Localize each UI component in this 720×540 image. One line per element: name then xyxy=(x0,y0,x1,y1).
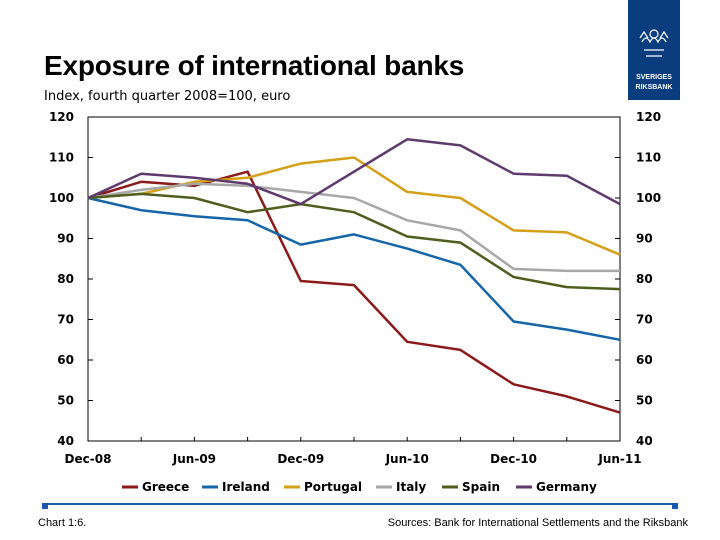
logo-line-2: RIKSBANK xyxy=(636,84,673,91)
x-tick-label: Dec-08 xyxy=(65,452,112,466)
y-tick-label-left: 40 xyxy=(57,434,74,448)
y-tick-label-left: 120 xyxy=(49,110,74,124)
plot-frame xyxy=(87,116,621,442)
y-tick-label-right: 120 xyxy=(636,110,661,124)
x-tick-label: Jun-11 xyxy=(597,452,641,466)
legend-label-greece: Greece xyxy=(142,480,189,494)
y-tick-label-left: 60 xyxy=(57,353,74,367)
line-chart: 40 40 50 50 60 60 70 70 80 80 90 90 100 100 110 110 120 1… xyxy=(49,110,661,494)
y-tick-label-right: 60 xyxy=(636,353,653,367)
y-tick-label-right: 40 xyxy=(636,434,653,448)
legend-label-italy: Italy xyxy=(396,480,426,494)
series-line-germany xyxy=(87,138,621,206)
series-line-ireland xyxy=(87,196,621,342)
y-tick-label-left: 110 xyxy=(49,151,74,165)
x-tick-label: Dec-10 xyxy=(490,452,537,466)
y-tick-label-left: 70 xyxy=(57,313,74,327)
legend-label-ireland: Ireland xyxy=(222,480,270,494)
chart-legend: Greece Ireland Portugal Italy Spain Germany xyxy=(122,480,597,494)
y-tick-label-right: 90 xyxy=(636,232,653,246)
series-line-italy xyxy=(87,182,620,273)
legend-label-spain: Spain xyxy=(462,480,500,494)
y-tick-label-right: 100 xyxy=(636,191,661,205)
series-line-spain xyxy=(87,192,621,291)
y-tick-label-right: 70 xyxy=(636,313,653,327)
y-tick-label-right: 50 xyxy=(636,394,653,408)
chart-title: Exposure of international banks xyxy=(44,50,465,81)
x-tick-label: Dec-09 xyxy=(277,452,324,466)
series-lines xyxy=(87,138,621,414)
riksbank-crest-icon: SVERIGES RIKSBANK xyxy=(636,29,673,91)
y-tick-label-left: 80 xyxy=(57,272,74,286)
logo-line-1: SVERIGES xyxy=(636,74,672,81)
source-note: Sources: Bank for International Settleme… xyxy=(387,517,688,529)
legend-label-germany: Germany xyxy=(536,480,597,494)
x-tick-label: Jun-10 xyxy=(385,452,429,466)
y-tick-label-left: 50 xyxy=(57,394,74,408)
legend-label-portugal: Portugal xyxy=(304,480,362,494)
chart-subtitle: Index, fourth quarter 2008=100, euro xyxy=(44,89,291,104)
y-tick-label-right: 110 xyxy=(636,151,661,165)
riksbank-logo: SVERIGES RIKSBANK xyxy=(628,0,680,100)
chart-axes: 40 40 50 50 60 60 70 70 80 80 90 90 100 100 110 110 120 1… xyxy=(49,110,661,466)
footer-bar xyxy=(42,503,678,509)
y-tick-label-left: 90 xyxy=(57,232,74,246)
chart-number: Chart 1:6. xyxy=(38,517,87,529)
series-line-greece xyxy=(87,170,621,414)
x-tick-label: Jun-09 xyxy=(172,452,216,466)
y-tick-label-right: 80 xyxy=(636,272,653,286)
y-tick-label-left: 100 xyxy=(49,191,74,205)
